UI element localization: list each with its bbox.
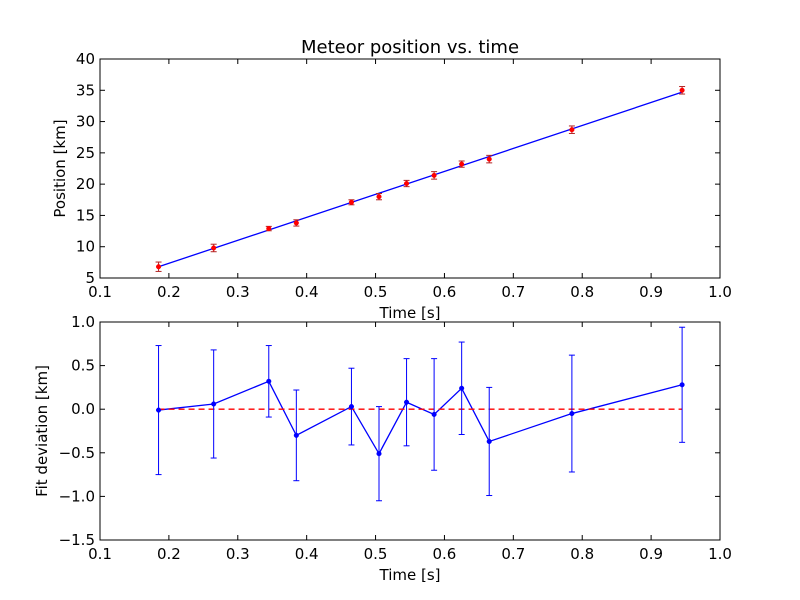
- x-tick-label: 0.3: [226, 545, 250, 563]
- data-point: [211, 401, 217, 407]
- x-tick-label: 0.6: [433, 545, 457, 563]
- data-point: [569, 127, 575, 133]
- data-point: [376, 194, 382, 200]
- y-tick-label: 10: [76, 238, 95, 256]
- x-tick-label: 0.9: [639, 545, 663, 563]
- y-tick-label: −0.5: [59, 444, 95, 462]
- x-tick-label: 0.1: [88, 283, 112, 301]
- data-point: [293, 220, 299, 226]
- data-point: [156, 407, 162, 413]
- x-tick-label: 0.9: [639, 283, 663, 301]
- data-point: [156, 264, 162, 270]
- y-tick-label: 1.0: [71, 313, 95, 331]
- plot-frame: [99, 58, 721, 279]
- data-point: [679, 87, 685, 93]
- x-tick-label: 0.8: [570, 545, 594, 563]
- x-tick-label: 0.8: [570, 283, 594, 301]
- x-tick-label: 0.5: [364, 283, 388, 301]
- x-axis-title: Time [s]: [379, 304, 441, 322]
- fit-line: [158, 91, 683, 268]
- data-point: [293, 432, 299, 438]
- y-tick-label: 40: [76, 50, 95, 68]
- x-tick-label: 0.5: [364, 545, 388, 563]
- position-chart: Meteor position vs. time 0.1 0.2 0.3 0.4 0.5…: [51, 37, 732, 322]
- x-tick-label: 1.0: [708, 283, 732, 301]
- x-tick-label: 0.7: [501, 545, 525, 563]
- x-tick-label: 0.7: [501, 283, 525, 301]
- data-point: [266, 226, 272, 232]
- x-axis-title: Time [s]: [379, 566, 441, 584]
- y-tick-label: 0.0: [71, 400, 95, 418]
- plot-frame: [99, 321, 721, 541]
- series-line: [158, 380, 683, 456]
- data-point: [211, 245, 217, 251]
- y-tick-label: 20: [76, 175, 95, 193]
- y-axis-title: Position [km]: [51, 119, 69, 217]
- y-tick-label: −1.0: [59, 487, 95, 505]
- y-tick-label: 35: [76, 81, 95, 99]
- data-point: [404, 180, 410, 187]
- y-tick-label: 25: [76, 144, 95, 162]
- data-point: [486, 438, 492, 445]
- x-tick-label: 0.4: [295, 545, 319, 563]
- chart-title: Meteor position vs. time: [301, 37, 519, 58]
- data-point: [486, 156, 492, 162]
- data-point: [376, 451, 382, 457]
- data-point: [348, 199, 354, 205]
- y-tick-label: 30: [76, 113, 95, 131]
- x-tick-label: 0.4: [295, 283, 319, 301]
- deviation-chart: 0.1 0.2 0.3 0.4 0.5 0.6 0.7 0.8 0.9 1.0 −1.5 −1.0 −0…: [33, 313, 732, 584]
- y-tick-label: −1.5: [59, 531, 95, 549]
- y-tick-label: 5: [85, 269, 95, 287]
- data-point: [431, 172, 437, 178]
- data-point: [459, 385, 465, 391]
- x-tick-label: 0.2: [157, 545, 181, 563]
- x-tick-label: 1.0: [708, 545, 732, 563]
- data-point: [679, 382, 685, 388]
- y-tick-label: 15: [76, 206, 95, 224]
- data-point: [431, 411, 437, 417]
- data-point: [266, 378, 272, 384]
- x-tick-label: 0.1: [88, 545, 112, 563]
- y-axis-title: Fit deviation [km]: [33, 365, 51, 497]
- data-point: [348, 404, 354, 410]
- data-point: [404, 399, 410, 405]
- y-tick-label: 0.5: [71, 357, 95, 375]
- x-tick-label: 0.2: [157, 283, 181, 301]
- x-tick-label: 0.6: [433, 283, 457, 301]
- data-point: [459, 161, 465, 167]
- x-tick-label: 0.3: [226, 283, 250, 301]
- data-point: [569, 411, 575, 417]
